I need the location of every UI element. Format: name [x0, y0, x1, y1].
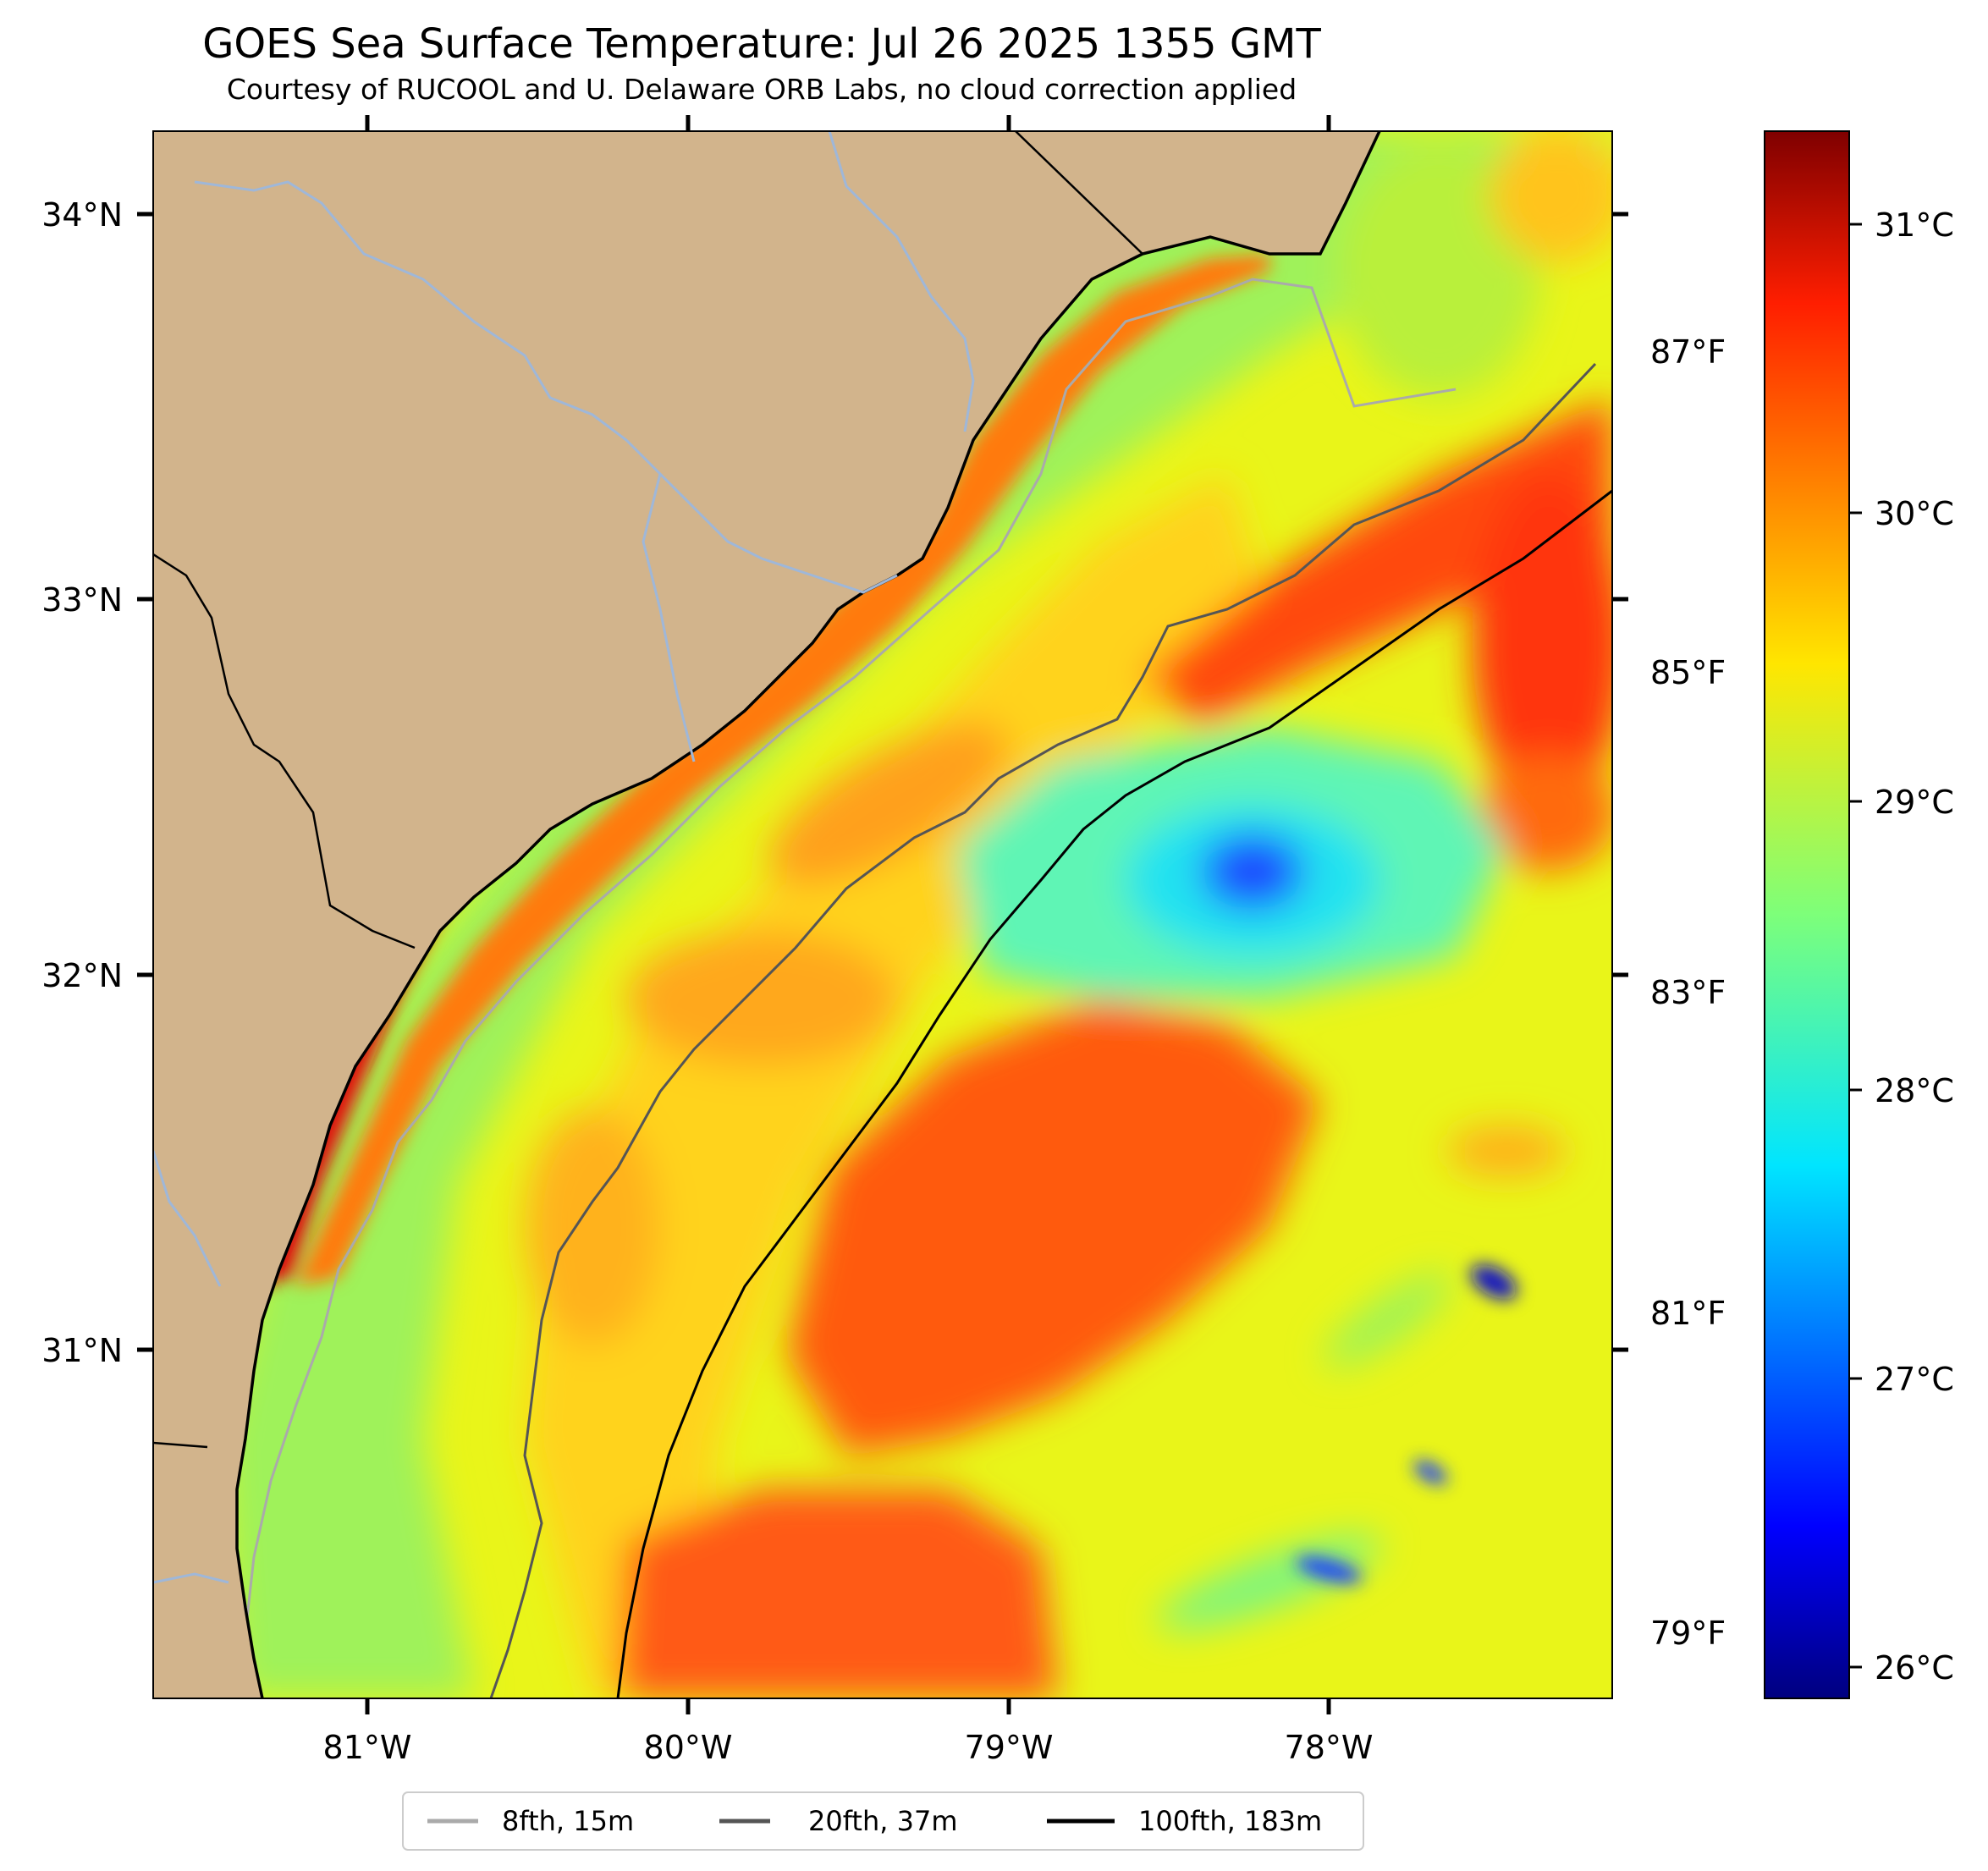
c-label-30: 30°C — [1875, 495, 1954, 532]
legend-label-8fth: 8fth, 15m — [502, 1805, 634, 1837]
map-title: GOES Sea Surface Temperature: Jul 26 202… — [202, 20, 1321, 68]
rivers — [153, 131, 975, 1584]
lat-ticks — [137, 212, 1628, 1352]
lat-tick-labels: 34°N 33°N 32°N 31°N — [41, 196, 123, 1369]
f-label-83: 83°F — [1650, 974, 1726, 1011]
lat-label-32: 32°N — [41, 957, 123, 994]
contour-8fth — [244, 278, 1457, 1698]
lon-label-78: 78°W — [1285, 1729, 1374, 1766]
sst-map — [153, 131, 1612, 1698]
c-label-29: 29°C — [1875, 784, 1954, 821]
lon-label-79: 79°W — [965, 1729, 1054, 1766]
map-subtitle: Courtesy of RUCOOL and U. Delaware ORB L… — [226, 73, 1297, 106]
f-label-81: 81°F — [1650, 1295, 1726, 1332]
legend-label-20fth: 20fth, 37m — [808, 1805, 957, 1837]
f-label-87: 87°F — [1650, 333, 1726, 371]
legend: 8fth, 15m 20fth, 37m 100fth, 183m — [402, 1791, 1364, 1851]
lon-label-81: 81°W — [323, 1729, 412, 1766]
legend-item-100fth: 100fth, 183m — [1047, 1805, 1322, 1837]
coastline — [235, 131, 1381, 1698]
contour-20fth — [489, 362, 1597, 1698]
f-label-79: 79°F — [1650, 1615, 1726, 1652]
c-label-26: 26°C — [1875, 1649, 1954, 1687]
sst-field — [220, 131, 1612, 1698]
land-mass — [153, 131, 1379, 1698]
legend-box — [402, 1791, 1364, 1851]
fahrenheit-labels: 87°F 85°F 83°F 81°F 79°F — [1650, 333, 1726, 1652]
legend-item-20fth: 20fth, 37m — [719, 1805, 957, 1837]
c-label-28: 28°C — [1875, 1072, 1954, 1109]
lat-label-31: 31°N — [41, 1332, 123, 1369]
state-borders — [153, 131, 1143, 1449]
contour-100fth — [616, 489, 1612, 1698]
colorbar: 31°C 30°C 29°C 28°C 27°C 26°C — [1764, 130, 1954, 1699]
legend-item-8fth: 8fth, 15m — [427, 1805, 634, 1837]
lon-tick-labels: 81°W 80°W 79°W 78°W — [323, 1729, 1374, 1766]
c-label-31: 31°C — [1875, 206, 1954, 244]
colorbar-gradient — [1764, 130, 1850, 1699]
f-label-85: 85°F — [1650, 654, 1726, 691]
c-label-27: 27°C — [1875, 1361, 1954, 1398]
lat-label-34: 34°N — [41, 196, 123, 234]
lon-ticks — [365, 115, 1331, 1714]
legend-label-100fth: 100fth, 183m — [1138, 1805, 1322, 1837]
lon-label-80: 80°W — [644, 1729, 733, 1766]
lat-label-33: 33°N — [41, 581, 123, 619]
map-frame — [152, 130, 1613, 1699]
